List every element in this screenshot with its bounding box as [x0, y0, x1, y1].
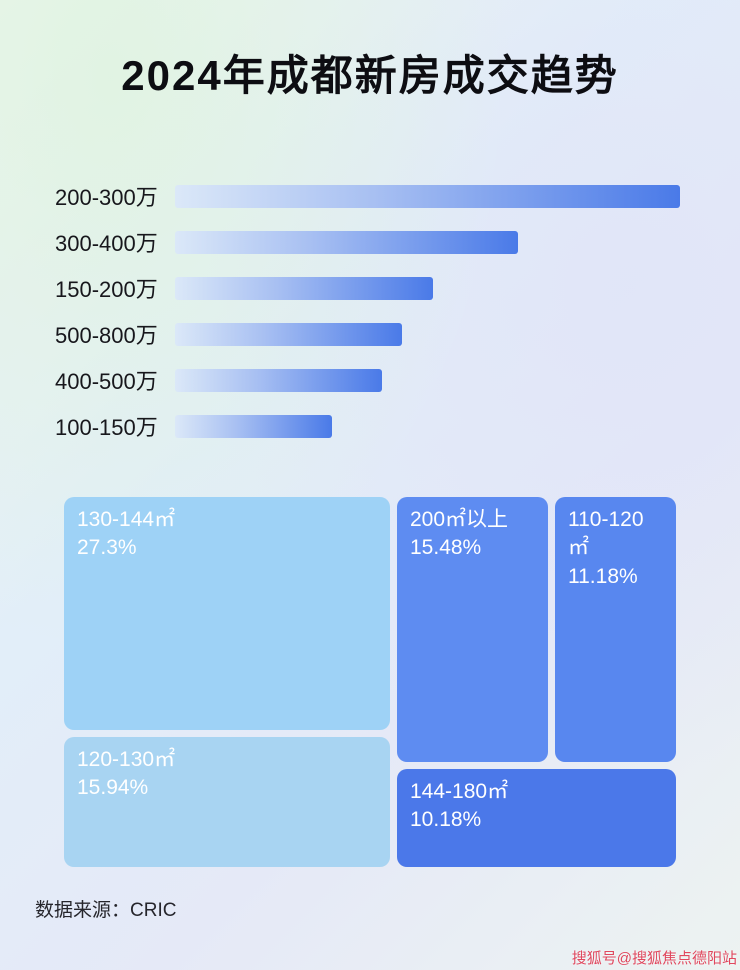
bar-track: [175, 322, 680, 346]
bar-fill: [175, 414, 332, 438]
bar-label: 100-150万: [55, 415, 158, 440]
bar-track: [175, 368, 680, 392]
treemap-label: 200㎡以上: [410, 508, 509, 531]
treemap-value: 15.94%: [77, 776, 149, 800]
bar-label: 500-800万: [55, 323, 158, 348]
treemap-label: 110-120㎡: [568, 508, 644, 560]
bar-row: 300-400万: [55, 230, 680, 256]
treemap-value: 10.18%: [410, 808, 482, 832]
bar-label: 300-400万: [55, 231, 158, 256]
treemap-value: 11.18%: [568, 564, 638, 588]
bar-row: 100-150万: [55, 414, 680, 440]
treemap-block: 120-130㎡ 15.94%: [64, 737, 390, 867]
bar-fill: [175, 230, 519, 254]
bar-fill: [175, 368, 383, 392]
treemap-value: 15.48%: [410, 536, 482, 560]
treemap-block: 130-144㎡ 27.3%: [64, 497, 390, 730]
price-band-bar-chart: 200-300万 300-400万 150-200万 500-800万 400-…: [55, 184, 680, 460]
watermark-text: 搜狐号@搜狐焦点德阳站: [571, 950, 737, 967]
bar-row: 150-200万: [55, 276, 680, 302]
bar-label: 400-500万: [55, 369, 158, 394]
treemap-label: 130-144㎡: [77, 508, 176, 531]
bar-fill: [175, 322, 403, 346]
treemap-block: 110-120㎡ 11.18%: [555, 497, 676, 762]
page-title: 2024年成都新房成交趋势: [121, 52, 619, 99]
bar-row: 400-500万: [55, 368, 680, 394]
bar-track: [175, 230, 680, 254]
bar-row: 200-300万: [55, 184, 680, 210]
treemap-value: 27.3%: [77, 536, 137, 560]
treemap-block: 200㎡以上 15.48%: [397, 497, 548, 762]
bar-track: [175, 276, 680, 300]
bar-fill: [175, 276, 433, 300]
bar-label: 200-300万: [55, 185, 158, 210]
bar-track: [175, 414, 680, 438]
bar-track: [175, 184, 680, 208]
treemap-block: 144-180㎡ 10.18%: [397, 769, 676, 867]
bar-row: 500-800万: [55, 322, 680, 348]
bar-label: 150-200万: [55, 277, 158, 302]
bar-fill: [175, 184, 680, 208]
area-segment-treemap: 130-144㎡ 27.3% 120-130㎡ 15.94% 200㎡以上 15…: [64, 497, 676, 867]
treemap-label: 144-180㎡: [410, 780, 509, 803]
treemap-label: 120-130㎡: [77, 748, 176, 771]
data-source-label: 数据来源：CRIC: [35, 900, 177, 921]
